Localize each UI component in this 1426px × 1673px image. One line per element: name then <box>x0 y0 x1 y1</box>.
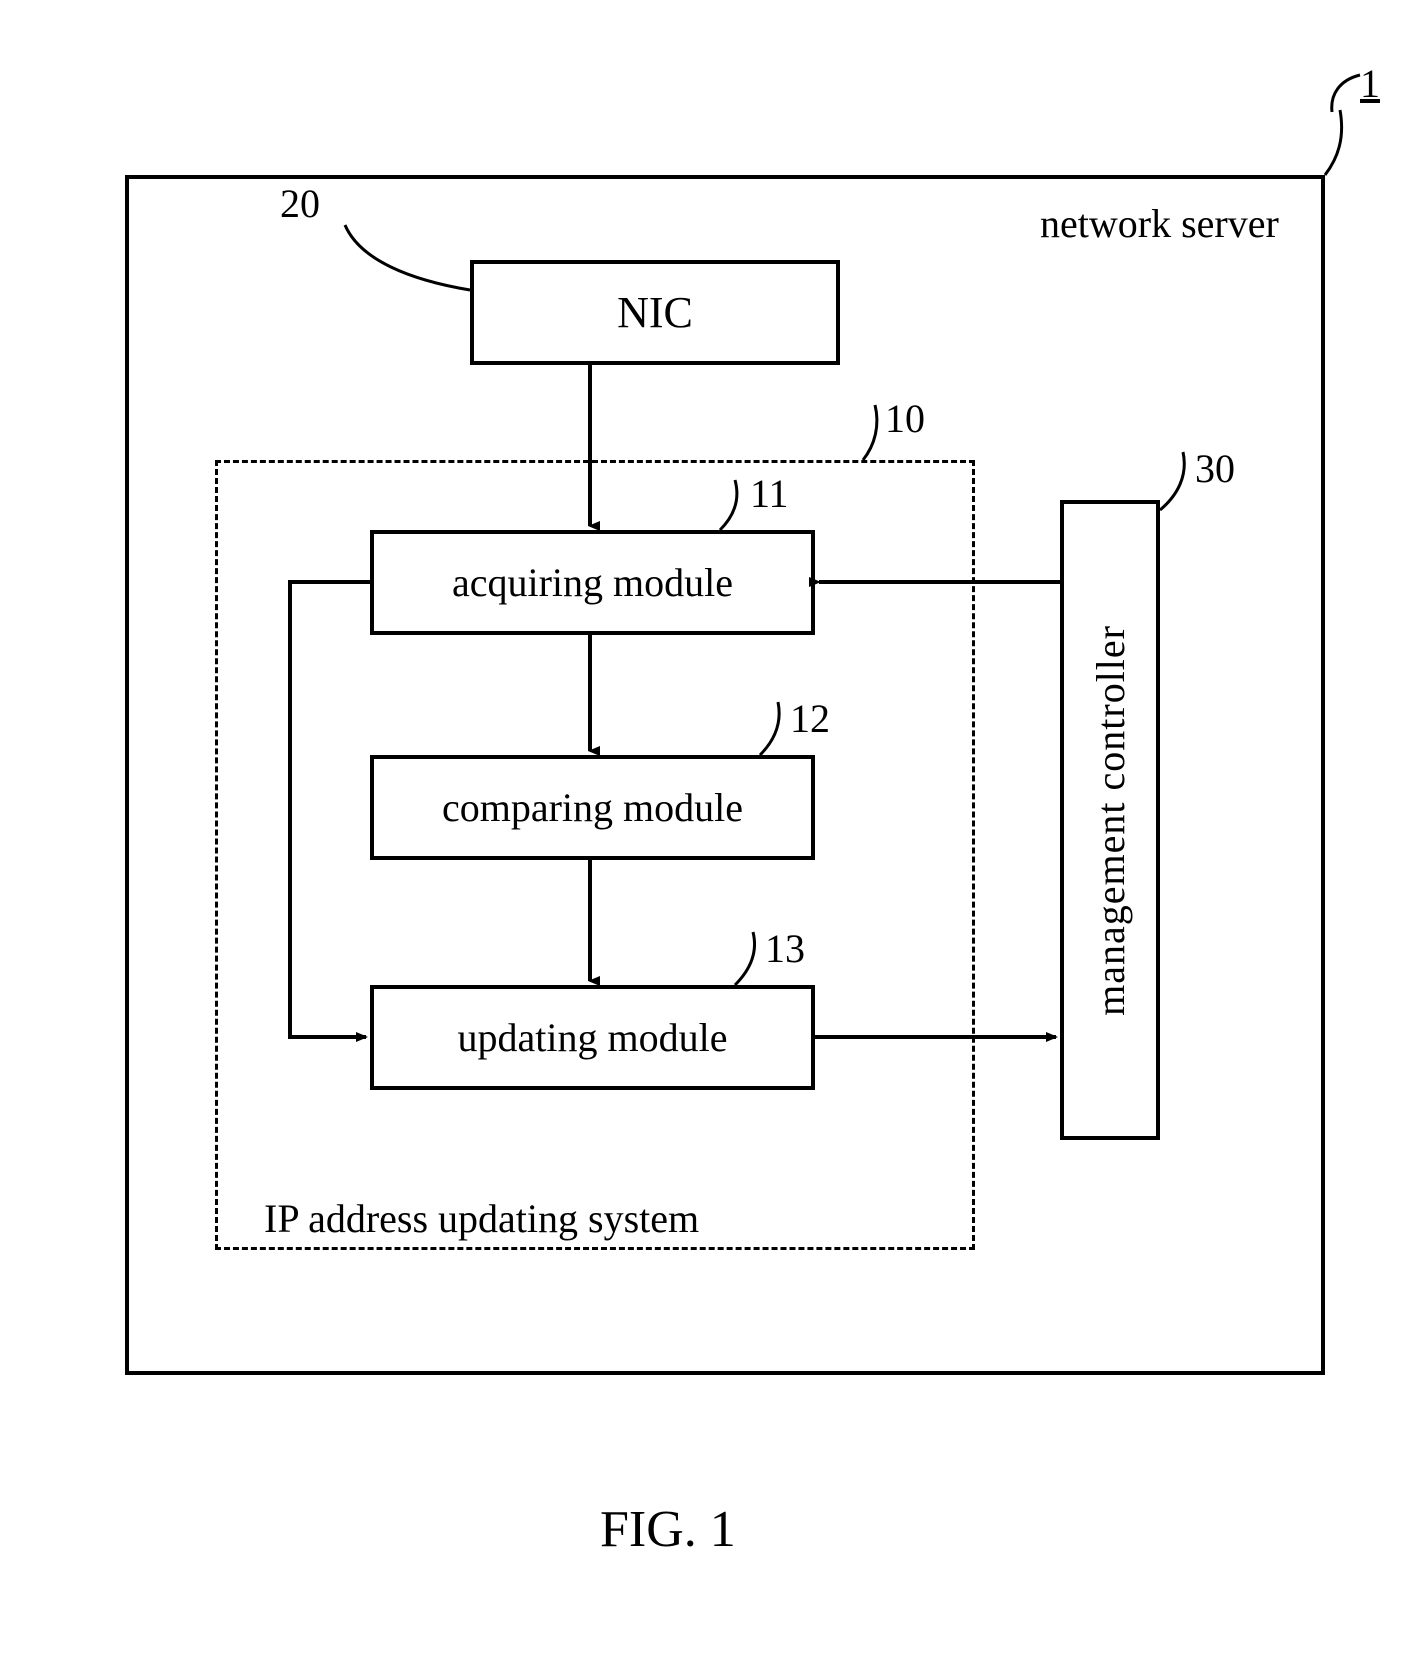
ref-acquiring: 11 <box>750 470 789 517</box>
diagram-canvas: network server NIC IP address updating s… <box>0 0 1426 1673</box>
ref-outer: 1 <box>1360 60 1380 107</box>
ref-ip-system: 10 <box>885 395 925 442</box>
leader-outer <box>1325 75 1360 175</box>
leader-upd <box>735 932 754 985</box>
leader-nic <box>345 225 470 290</box>
leader-cmp <box>760 702 779 755</box>
ref-updating: 13 <box>765 925 805 972</box>
leader-mgmt <box>1160 452 1184 510</box>
ref-mgmt: 30 <box>1195 445 1235 492</box>
connector-layer <box>0 0 1426 1673</box>
arrow-acquiring-to-updating-loop <box>290 582 370 1037</box>
leader-ip <box>863 405 877 460</box>
figure-caption: FIG. 1 <box>600 1500 736 1559</box>
leader-acq <box>720 480 737 530</box>
ref-comparing: 12 <box>790 695 830 742</box>
ref-nic: 20 <box>280 180 320 227</box>
